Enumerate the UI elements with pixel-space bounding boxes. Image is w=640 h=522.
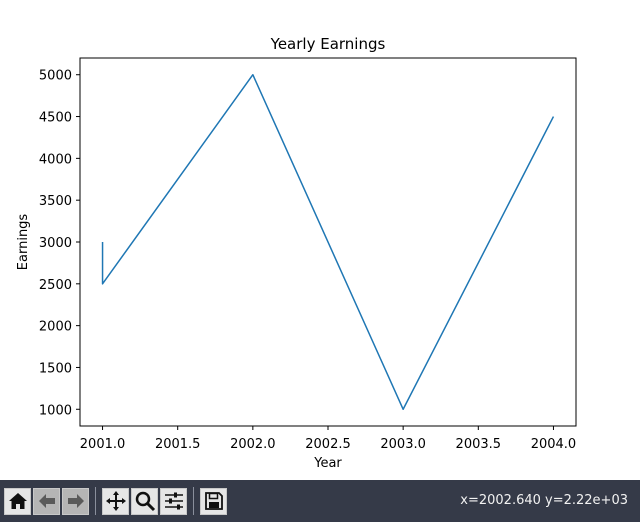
y-tick-label: 3000 xyxy=(39,236,72,251)
axes-frame xyxy=(79,57,577,427)
pan-icon xyxy=(105,491,126,511)
save-button[interactable] xyxy=(200,487,227,515)
navigation-toolbar: x=2002.640 y=2.22e+03 xyxy=(0,480,640,522)
y-tick-label: 5000 xyxy=(39,69,72,84)
chart-title: Yearly Earnings xyxy=(270,35,386,53)
cursor-coordinates: x=2002.640 y=2.22e+03 xyxy=(460,493,628,508)
y-tick-label: 4500 xyxy=(39,111,72,126)
back-button[interactable] xyxy=(33,487,60,515)
y-tick-label: 4000 xyxy=(39,152,72,167)
back-arrow-icon xyxy=(38,494,55,508)
x-axis-label: Year xyxy=(313,456,342,471)
x-tick-label: 2003.5 xyxy=(456,437,502,452)
x-tick-label: 2001.5 xyxy=(155,437,201,452)
earnings-line xyxy=(101,73,555,411)
toolbar-separator xyxy=(95,487,96,515)
zoom-icon xyxy=(135,491,155,512)
x-tick-label: 2001.0 xyxy=(80,437,126,452)
y-tick-label: 1500 xyxy=(39,361,72,376)
x-tick-label: 2004.0 xyxy=(531,437,577,452)
x-tick-label: 2002.0 xyxy=(230,437,276,452)
home-icon xyxy=(8,493,27,509)
home-button[interactable] xyxy=(4,487,31,515)
y-tick-label: 3500 xyxy=(39,194,72,209)
x-tick-label: 2002.5 xyxy=(305,437,351,452)
configure-subplots-button[interactable] xyxy=(160,487,187,515)
configure-subplots-icon xyxy=(164,492,183,510)
save-icon xyxy=(204,492,223,510)
x-tick-label: 2003.0 xyxy=(380,437,426,452)
pan-button[interactable] xyxy=(102,487,129,515)
y-tick-label: 2500 xyxy=(39,278,72,293)
line-chart: 2001.0 2001.5 2002.0 2002.5 2003.0 2003.5 2004… xyxy=(16,35,577,471)
y-tick-label: 1000 xyxy=(39,403,72,418)
forward-arrow-icon xyxy=(67,494,84,508)
y-tick-label: 2000 xyxy=(39,320,72,335)
forward-button[interactable] xyxy=(62,487,89,515)
toolbar-separator xyxy=(193,487,194,515)
zoom-button[interactable] xyxy=(131,487,158,515)
y-axis-label: Earnings xyxy=(16,214,31,271)
figure-canvas[interactable]: 2001.0 2001.5 2002.0 2002.5 2003.0 2003.5 2004… xyxy=(0,0,640,480)
